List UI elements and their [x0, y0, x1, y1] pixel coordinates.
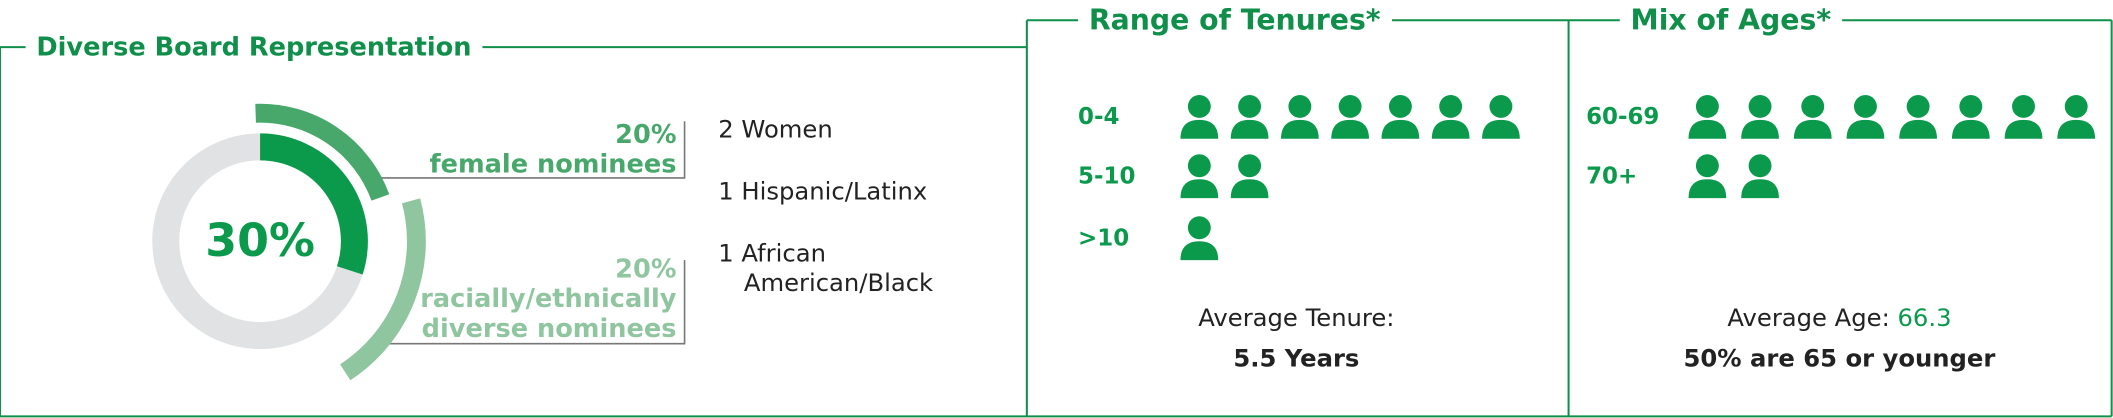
person-icon [1741, 95, 1779, 139]
detail: 2 Women [718, 115, 833, 145]
connectors [381, 121, 686, 345]
person-icon [1180, 95, 1219, 139]
icon-head [1238, 95, 1262, 118]
icon-body [1180, 241, 1219, 261]
icon-head [2064, 95, 2088, 118]
icon-body [2057, 119, 2096, 139]
person-icon [1281, 95, 1319, 139]
icon-body [1688, 119, 1727, 139]
row-label: 5-10 [1078, 163, 1136, 191]
icon-body [1899, 119, 1937, 139]
icon-body [1741, 119, 1779, 139]
person-icon [1331, 95, 1369, 139]
person-icon [1431, 95, 1470, 139]
icon-body [1281, 119, 1319, 139]
icon-head [1439, 95, 1463, 118]
icon-head [1695, 95, 1719, 118]
person-icon [2057, 95, 2096, 139]
icon-body [2004, 119, 2043, 139]
section-title: Diverse Board Representation [25, 32, 483, 62]
icon-head [1187, 154, 1211, 178]
icon-head [1906, 95, 1930, 118]
icon-head [1959, 95, 1983, 118]
person-icon [1482, 95, 1520, 139]
icon-head [1748, 154, 1772, 178]
person-icon [2004, 95, 2043, 139]
icon-body [1230, 179, 1269, 199]
icon-body [1846, 119, 1885, 139]
person-icon [1230, 154, 1269, 199]
icon-body [1180, 119, 1219, 139]
average-value: 5.5 Years [1233, 344, 1360, 374]
icon-head [1748, 95, 1772, 118]
segment-value: 20% [615, 254, 677, 285]
icon-body [1951, 119, 1990, 139]
segment-caption: female nominees [429, 149, 677, 180]
segment-arc [339, 198, 426, 381]
section-title: Range of Tenures* [1078, 5, 1392, 36]
icon-head [1695, 154, 1719, 178]
icon-head [1853, 95, 1877, 118]
detail: 1 Hispanic/Latinx [718, 177, 928, 207]
donut-arc [259, 133, 368, 275]
icon-head [1187, 216, 1211, 240]
row-label: 0-4 [1078, 103, 1120, 131]
row-label: 60-69 [1586, 103, 1660, 131]
icon-body [1331, 119, 1369, 139]
detail: 1 African American/Black [718, 239, 934, 298]
icon-head [1187, 95, 1211, 118]
icon-body [1431, 119, 1470, 139]
person-icon [1741, 154, 1779, 199]
segment-callout: 20% female nominees [429, 120, 676, 179]
icon-body [1381, 119, 1420, 139]
row-label: >10 [1078, 225, 1130, 252]
icon-head [1489, 95, 1513, 118]
icon-head [1388, 95, 1412, 118]
total-label: 30% [205, 214, 315, 269]
connector [381, 121, 686, 179]
section-title: Mix of Ages* [1619, 5, 1842, 36]
segment-value: 20% [615, 119, 677, 150]
age-note: 50% are 65 or younger [1683, 344, 1996, 374]
person-icon [1951, 95, 1990, 139]
person-icon [1381, 95, 1420, 139]
average-value: 66.3 [1897, 304, 1952, 333]
icon-body [1230, 119, 1269, 139]
connector [384, 260, 686, 345]
icon-body [1688, 179, 1727, 199]
icon-head [1238, 154, 1262, 178]
person-icon [1846, 95, 1885, 139]
person-icon [1688, 154, 1727, 199]
icon-head [1801, 95, 1825, 118]
person-icon [1899, 95, 1937, 139]
icon-body [1793, 119, 1832, 139]
icon-head [1338, 95, 1362, 118]
average-label: Average Age: [1727, 304, 1890, 333]
icon-head [2012, 95, 2035, 118]
person-icon [1793, 95, 1832, 139]
average-label: Average Tenure: [1198, 304, 1395, 333]
segment-arc [255, 103, 390, 201]
icon-body [1482, 119, 1520, 139]
row-label: 70+ [1586, 163, 1638, 191]
person-icon [1688, 95, 1727, 139]
person-icon [1230, 95, 1269, 139]
icon-head [1288, 95, 1312, 118]
person-icon [1180, 216, 1219, 261]
segment-caption: racially/ethnically diverse nominees [420, 284, 677, 344]
average-line: Average Age: 66.3 [1727, 305, 1951, 335]
segment-callout: 20% racially/ethnically diverse nominees [380, 255, 676, 344]
icon-body [1741, 179, 1779, 199]
person-icon [1180, 154, 1219, 199]
icon-body [1180, 179, 1219, 199]
